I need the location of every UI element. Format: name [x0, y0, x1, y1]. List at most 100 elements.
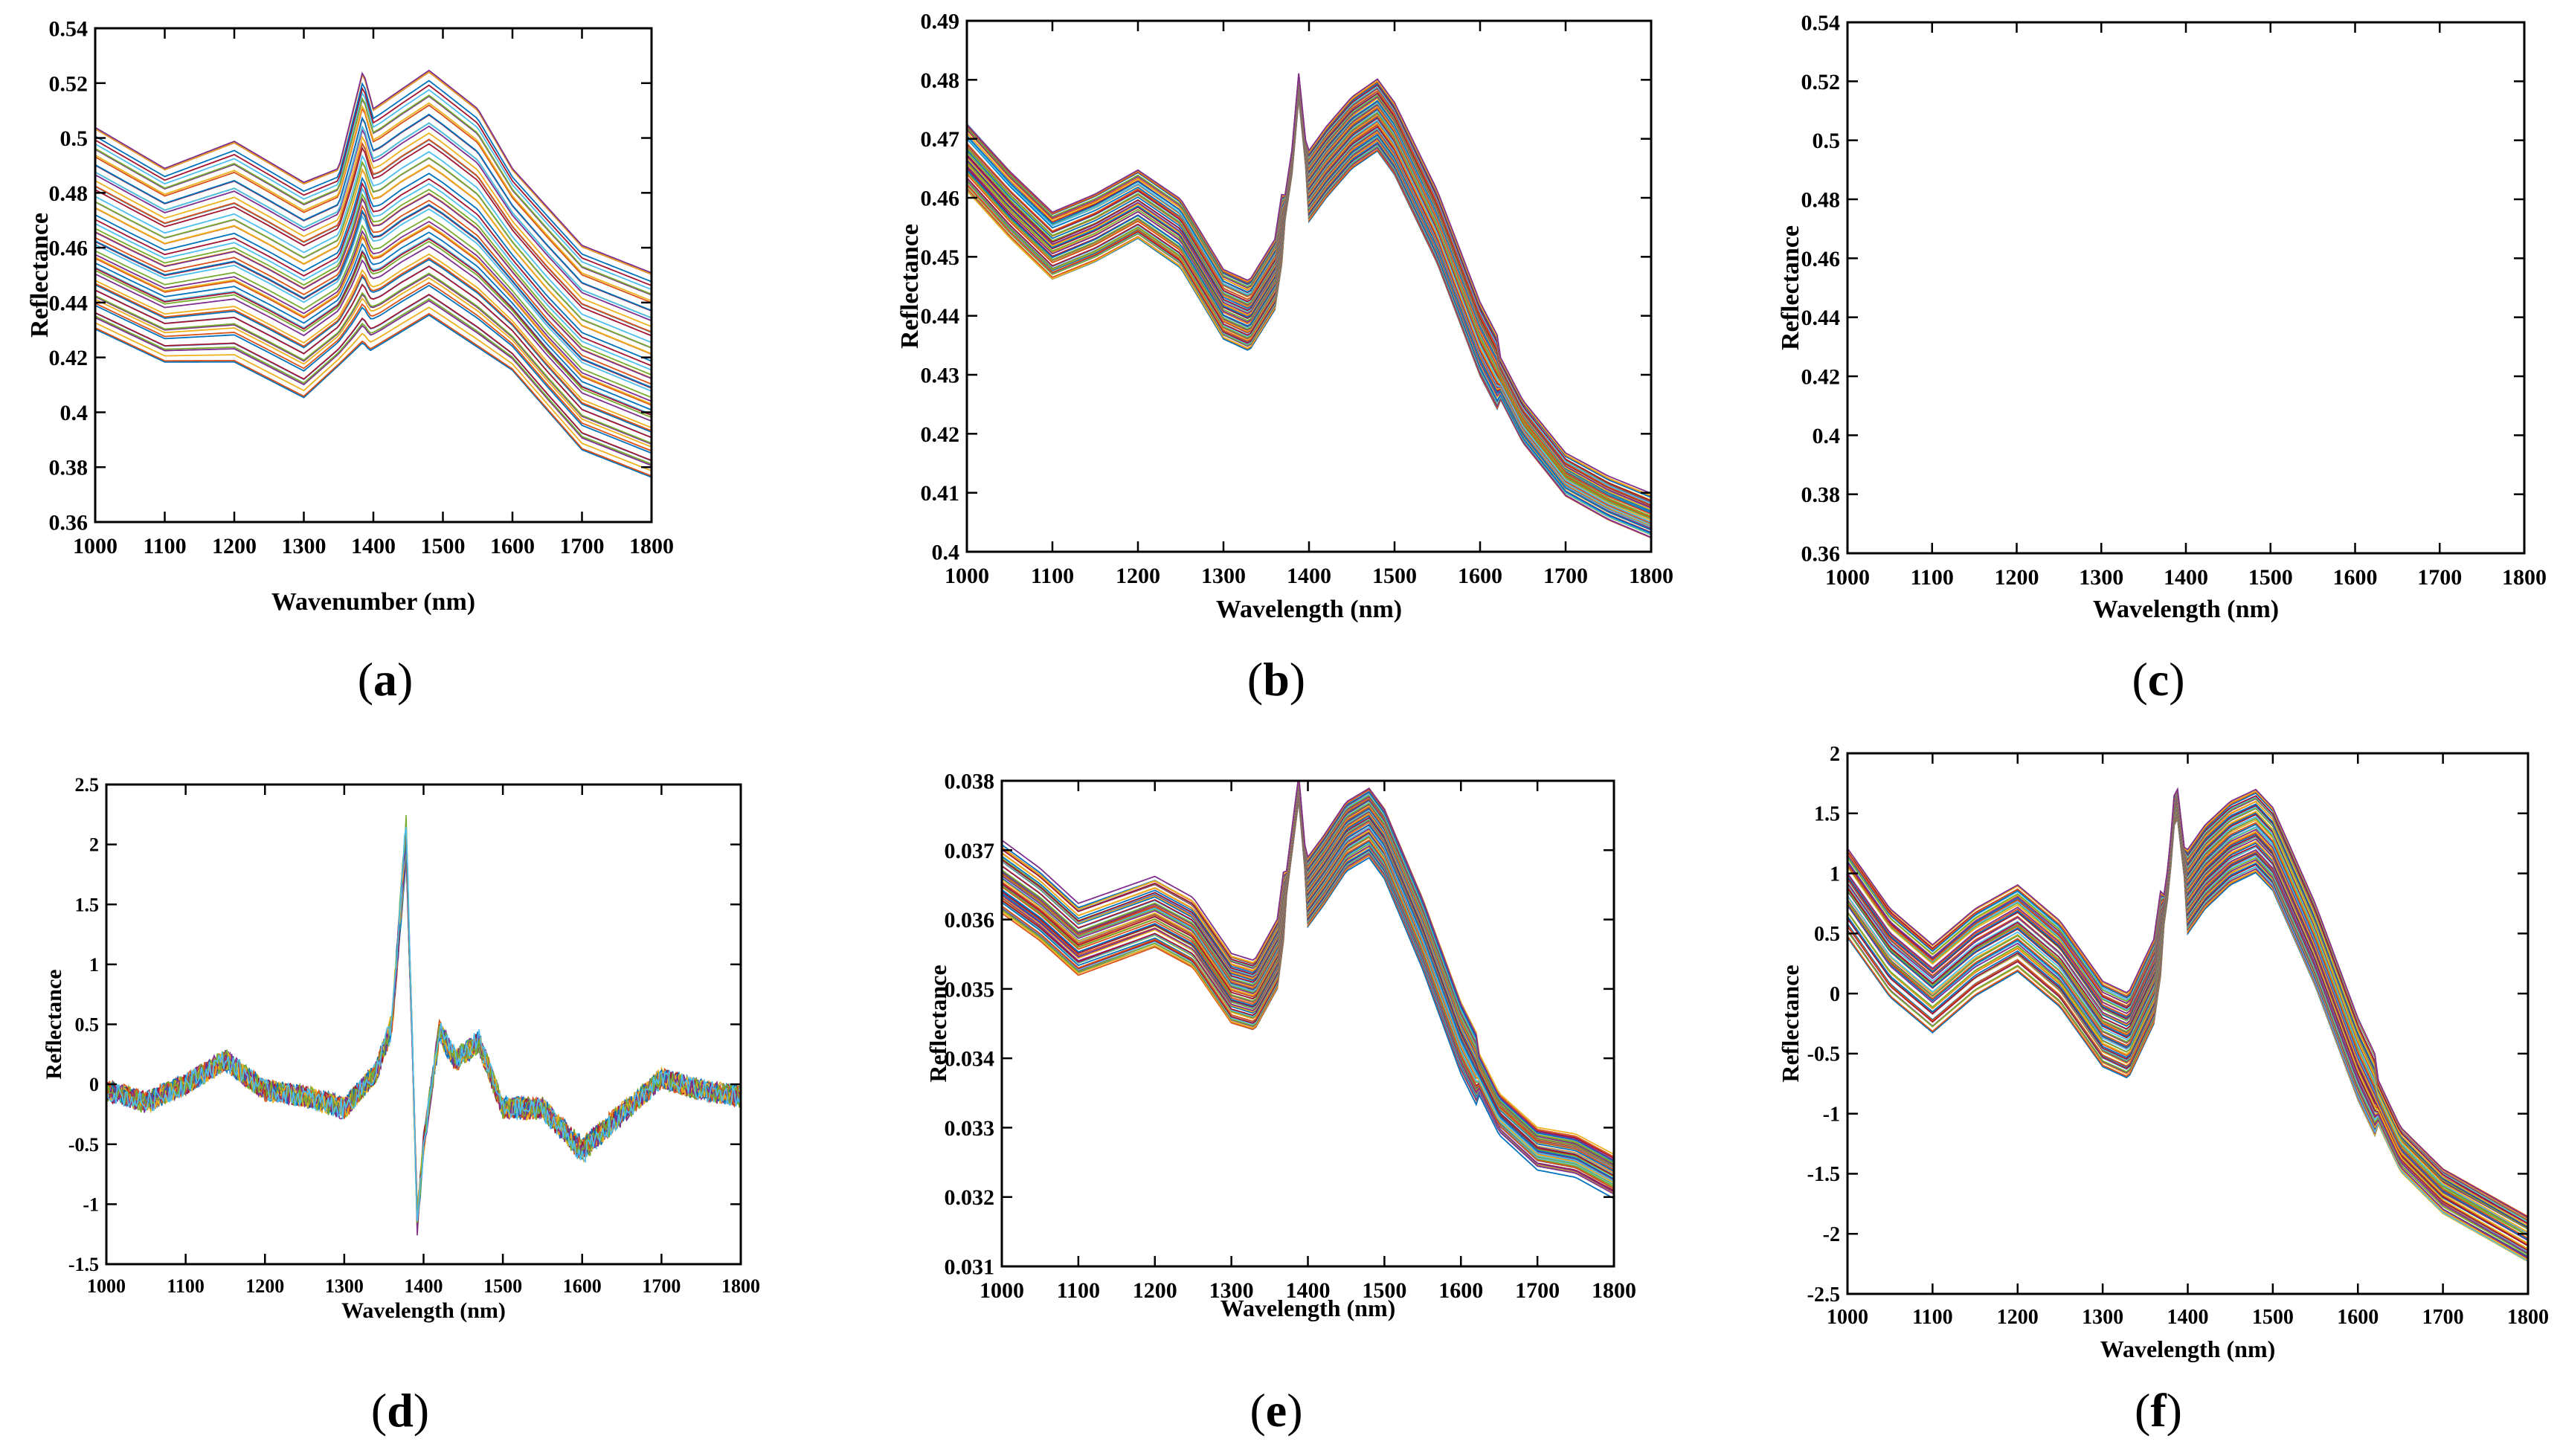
spectrum-line — [95, 240, 652, 419]
x-tick-label: 1100 — [167, 1275, 205, 1297]
x-tick-label: 1600 — [2333, 565, 2378, 590]
spectrum-line — [1002, 783, 1614, 1170]
axes-frame — [1846, 752, 2530, 1295]
x-axis-label: Wavelength (nm) — [341, 1298, 506, 1323]
x-tick-label: 1200 — [245, 1275, 284, 1297]
spectrum-line — [967, 84, 1651, 518]
spectrum-line — [1002, 785, 1614, 1176]
spectrum-line — [967, 80, 1651, 512]
y-tick-label: 0.5 — [60, 126, 89, 151]
spectrum-line — [95, 204, 652, 388]
spectrum-line — [1847, 793, 2528, 1230]
panel-c: 1000 1100 1200 1300 1400 1500 1600 1700 1800 0.36… — [1777, 11, 2547, 706]
spectrum-line — [1002, 793, 1614, 1190]
x-tick-label: 1600 — [2337, 1306, 2379, 1329]
spectrum-line — [106, 827, 741, 1221]
spectrum-line — [95, 69, 652, 274]
spectrum-line — [1002, 781, 1614, 1167]
spectrum-line — [1002, 782, 1614, 1171]
x-tick-label: 1500 — [2252, 1306, 2294, 1329]
x-tick-label: 1700 — [1543, 564, 1588, 588]
x-tick-label: 1800 — [721, 1275, 760, 1297]
x-tick-label: 1100 — [1057, 1278, 1100, 1303]
spectrum-line — [106, 831, 741, 1234]
spectrum-line — [95, 238, 652, 416]
spectrum-line — [1847, 790, 2528, 1227]
y-tick-label: 0.38 — [49, 456, 89, 480]
y-tick-label: 0.45 — [921, 245, 960, 270]
spectrum-line — [95, 143, 652, 337]
x-tick-label: 1800 — [629, 534, 674, 558]
series-group — [1847, 787, 2528, 1263]
y-tick-label: 2.5 — [75, 774, 100, 796]
x-tick-label: 1300 — [2079, 565, 2123, 590]
y-tick-label: 0.48 — [1801, 188, 1841, 213]
spectrum-line — [95, 122, 652, 319]
y-tick-label: 0.42 — [921, 422, 960, 447]
x-tick-label: 1400 — [351, 534, 396, 558]
x-tick-label: 1300 — [282, 534, 327, 558]
x-tick-label: 1100 — [1911, 565, 1954, 590]
y-tick-label: -1.5 — [1807, 1163, 1840, 1186]
spectrum-line — [95, 84, 652, 286]
x-tick-label: 1400 — [405, 1275, 443, 1297]
y-tick-label: 0.5 — [1813, 129, 1841, 153]
x-tick-label: 1800 — [1629, 564, 1673, 588]
spectrum-line — [1002, 781, 1614, 1165]
x-tick-label: 1200 — [1133, 1278, 1177, 1303]
spectrum-line — [106, 822, 741, 1236]
panel-label: (a) — [358, 653, 414, 706]
spectrum-line — [95, 265, 652, 439]
spectrum-line — [95, 188, 652, 376]
y-tick-label: 0.46 — [1801, 247, 1841, 271]
y-tick-label: 0.036 — [945, 908, 995, 932]
y-tick-label: 0.46 — [921, 187, 960, 211]
x-tick-label: 1700 — [560, 534, 605, 558]
spectrum-line — [106, 821, 741, 1231]
spectrum-line — [95, 183, 652, 371]
spectrum-line — [1002, 784, 1614, 1167]
spectrum-line — [1002, 781, 1614, 1165]
spectrum-line — [106, 840, 741, 1230]
y-tick-label: 0.52 — [49, 71, 89, 96]
spectrum-line — [95, 272, 652, 444]
spectrum-line — [106, 835, 741, 1229]
panel-label: (b) — [1247, 653, 1305, 706]
spectrum-line — [967, 74, 1651, 502]
spectrum-line — [1847, 805, 2528, 1250]
spectrum-line — [95, 245, 652, 422]
y-tick-label: 0.038 — [945, 770, 995, 794]
spectrum-line — [95, 297, 652, 465]
spectrum-line — [95, 208, 652, 392]
x-tick-label: 1300 — [1201, 564, 1246, 588]
y-tick-label: 0.41 — [921, 481, 960, 506]
spectrum-line — [95, 220, 652, 402]
spectrum-line — [1002, 784, 1614, 1168]
x-tick-label: 1000 — [73, 534, 118, 558]
spectrum-line — [106, 840, 741, 1231]
y-tick-label: 0.4 — [1813, 424, 1841, 448]
spectrum-line — [95, 257, 652, 432]
spectrum-line — [95, 138, 652, 333]
panel-e: 1000 1100 1200 1300 1400 1500 1600 1700 1800 0.03… — [924, 770, 1636, 1437]
x-tick-label: 1600 — [490, 534, 535, 558]
y-tick-label: 0.47 — [921, 127, 960, 152]
y-tick-label: 1 — [89, 954, 99, 976]
axes-frame — [1846, 21, 2526, 555]
y-tick-label: 0.4 — [60, 401, 89, 425]
y-tick-label: 0.5 — [75, 1014, 100, 1036]
spectrum-line — [95, 164, 652, 355]
spectrum-line — [1002, 781, 1614, 1167]
spectrum-line — [1847, 808, 2528, 1254]
spectrum-line — [95, 132, 652, 328]
spectrum-line — [967, 77, 1651, 501]
y-tick-label: 0.032 — [945, 1185, 995, 1210]
spectrum-line — [95, 193, 652, 379]
y-axis-label: Reflectance — [1777, 964, 1804, 1082]
x-tick-label: 1700 — [2417, 565, 2462, 590]
spectrum-line — [967, 73, 1651, 495]
spectrum-line — [1002, 781, 1614, 1156]
x-tick-label: 1000 — [945, 564, 989, 588]
y-tick-label: -1.5 — [68, 1254, 99, 1275]
spectrum-line — [95, 102, 652, 302]
